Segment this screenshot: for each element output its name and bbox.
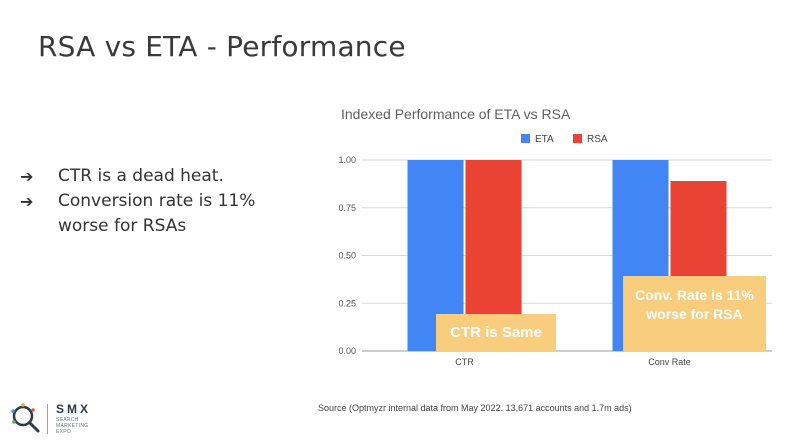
ctr-callout: CTR is Same — [436, 314, 556, 352]
logo-wordmark: SMX — [56, 402, 92, 416]
y-tick-label: 0.00 — [338, 346, 356, 356]
bullet-list: ➔ CTR is a dead heat. ➔ Conversion rate … — [20, 164, 310, 239]
arrow-right-icon: ➔ — [20, 192, 34, 211]
chart-title: Indexed Performance of ETA vs RSA — [341, 106, 571, 122]
conv-rate-callout: Conv. Rate is 11% worse for RSA — [623, 276, 766, 352]
magnifier-icon — [11, 403, 40, 433]
bullet-item: ➔ Conversion rate is 11% worse for RSAs — [20, 189, 310, 239]
source-note: Source (Optmyzr internal data from May 2… — [318, 403, 632, 413]
x-tick-label: CTR — [455, 357, 474, 367]
slide-title: RSA vs ETA - Performance — [38, 30, 406, 63]
bullet-text: CTR is a dead heat. — [58, 166, 224, 186]
legend-swatch-eta — [521, 134, 530, 143]
bullet-item: ➔ CTR is a dead heat. — [20, 164, 310, 189]
logo-tagline: SEARCH MARKETING EXPO — [56, 417, 89, 435]
legend-label-rsa: RSA — [587, 134, 608, 145]
legend-label-eta: ETA — [535, 134, 554, 145]
arrow-right-icon: ➔ — [20, 167, 34, 186]
y-tick-label: 0.50 — [338, 251, 356, 261]
legend-swatch-rsa — [573, 134, 582, 143]
x-tick-label: Conv Rate — [648, 357, 691, 367]
logo-divider — [47, 404, 48, 434]
y-tick-label: 0.25 — [338, 298, 356, 308]
smx-logo: SMX SEARCH MARKETING EXPO — [6, 398, 116, 438]
y-tick-label: 0.75 — [338, 203, 356, 213]
y-tick-label: 1.00 — [338, 155, 356, 165]
bullet-text: Conversion rate is 11% worse for RSAs — [58, 191, 256, 236]
